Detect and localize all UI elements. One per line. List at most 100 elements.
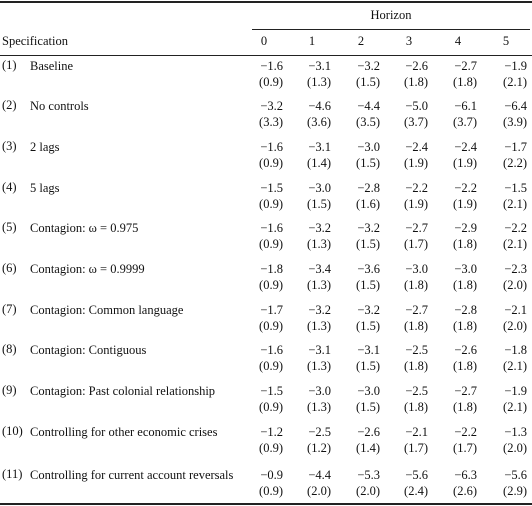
horizon-header: Horizon bbox=[370, 8, 412, 22]
estimate-cell: −3.1 bbox=[308, 140, 331, 154]
estimate-cell: −4.4 bbox=[357, 99, 380, 113]
row-number: (8) bbox=[2, 342, 17, 356]
estimate-cell: −1.6 bbox=[260, 59, 283, 73]
estimate-cell: −6.3 bbox=[454, 468, 477, 482]
estimate-cell: −2.5 bbox=[405, 343, 428, 357]
row-number: (10) bbox=[2, 424, 23, 438]
std-error-cell: (2.0) bbox=[356, 484, 380, 498]
estimate-cell: −3.2 bbox=[357, 59, 380, 73]
row-label: Controlling for current account reversal… bbox=[30, 468, 234, 482]
std-error-cell: (1.8) bbox=[453, 75, 477, 89]
specification-header: Specification bbox=[2, 34, 68, 48]
std-error-cell: (1.3) bbox=[307, 278, 331, 292]
std-error-cell: (2.0) bbox=[503, 319, 527, 333]
estimate-cell: −1.9 bbox=[504, 384, 527, 398]
estimate-cell: −1.6 bbox=[260, 343, 283, 357]
estimate-cell: −1.5 bbox=[504, 181, 527, 195]
estimate-cell: −2.1 bbox=[504, 303, 527, 317]
std-error-cell: (2.1) bbox=[503, 359, 527, 373]
std-error-cell: (1.3) bbox=[307, 237, 331, 251]
std-error-cell: (2.2) bbox=[503, 156, 527, 170]
estimate-cell: −2.2 bbox=[454, 425, 477, 439]
std-error-cell: (0.9) bbox=[259, 484, 283, 498]
estimate-cell: −3.0 bbox=[357, 384, 380, 398]
estimate-cell: −2.4 bbox=[405, 140, 428, 154]
estimate-cell: −5.6 bbox=[504, 468, 527, 482]
row-label: Contagion: ω = 0.9999 bbox=[30, 262, 145, 276]
std-error-cell: (2.0) bbox=[503, 278, 527, 292]
estimate-cell: −2.8 bbox=[454, 303, 477, 317]
std-error-cell: (1.9) bbox=[404, 156, 428, 170]
std-error-cell: (1.5) bbox=[356, 156, 380, 170]
estimate-cell: −3.4 bbox=[308, 262, 331, 276]
std-error-cell: (1.8) bbox=[404, 359, 428, 373]
std-error-cell: (1.4) bbox=[307, 156, 331, 170]
std-error-cell: (1.8) bbox=[453, 400, 477, 414]
std-error-cell: (0.9) bbox=[259, 237, 283, 251]
horizon-rule bbox=[252, 29, 530, 30]
std-error-cell: (3.7) bbox=[404, 115, 428, 129]
std-error-cell: (0.9) bbox=[259, 197, 283, 211]
estimate-cell: −5.6 bbox=[405, 468, 428, 482]
std-error-cell: (1.8) bbox=[404, 319, 428, 333]
estimate-cell: −3.1 bbox=[357, 343, 380, 357]
estimate-cell: −1.7 bbox=[260, 303, 283, 317]
estimate-cell: −1.8 bbox=[260, 262, 283, 276]
std-error-cell: (0.9) bbox=[259, 75, 283, 89]
std-error-cell: (1.5) bbox=[356, 278, 380, 292]
estimate-cell: −2.7 bbox=[454, 59, 477, 73]
estimate-cell: −2.6 bbox=[357, 425, 380, 439]
horizon-col-0: 0 bbox=[260, 34, 268, 48]
std-error-cell: (1.3) bbox=[307, 319, 331, 333]
std-error-cell: (3.3) bbox=[259, 115, 283, 129]
std-error-cell: (0.9) bbox=[259, 359, 283, 373]
estimate-cell: −4.6 bbox=[308, 99, 331, 113]
std-error-cell: (1.9) bbox=[404, 197, 428, 211]
std-error-cell: (0.9) bbox=[259, 400, 283, 414]
std-error-cell: (1.5) bbox=[356, 75, 380, 89]
std-error-cell: (2.1) bbox=[503, 400, 527, 414]
std-error-cell: (1.8) bbox=[453, 359, 477, 373]
estimate-cell: −2.6 bbox=[454, 343, 477, 357]
std-error-cell: (2.1) bbox=[503, 197, 527, 211]
row-label: 2 lags bbox=[30, 140, 60, 154]
estimate-cell: −0.9 bbox=[260, 468, 283, 482]
estimate-cell: −1.2 bbox=[260, 425, 283, 439]
std-error-cell: (3.6) bbox=[307, 115, 331, 129]
estimate-cell: −3.2 bbox=[357, 303, 380, 317]
std-error-cell: (0.9) bbox=[259, 156, 283, 170]
std-error-cell: (1.8) bbox=[453, 319, 477, 333]
std-error-cell: (1.6) bbox=[356, 197, 380, 211]
std-error-cell: (1.8) bbox=[404, 400, 428, 414]
std-error-cell: (2.9) bbox=[503, 484, 527, 498]
estimate-cell: −1.8 bbox=[504, 343, 527, 357]
estimate-cell: −3.2 bbox=[308, 221, 331, 235]
row-label: 5 lags bbox=[30, 181, 60, 195]
row-label: Contagion: Common language bbox=[30, 303, 184, 317]
std-error-cell: (2.1) bbox=[503, 75, 527, 89]
estimate-cell: −2.7 bbox=[454, 384, 477, 398]
horizon-col-5: 5 bbox=[502, 34, 510, 48]
std-error-cell: (3.7) bbox=[453, 115, 477, 129]
estimate-cell: −5.3 bbox=[357, 468, 380, 482]
table-top-rule bbox=[0, 1, 532, 3]
horizon-col-3: 3 bbox=[405, 34, 413, 48]
std-error-cell: (2.4) bbox=[404, 484, 428, 498]
estimate-cell: −2.6 bbox=[405, 59, 428, 73]
estimate-cell: −2.2 bbox=[405, 181, 428, 195]
horizon-col-2: 2 bbox=[357, 34, 365, 48]
estimate-cell: −6.4 bbox=[504, 99, 527, 113]
row-label: No controls bbox=[30, 99, 89, 113]
row-number: (7) bbox=[2, 302, 17, 316]
std-error-cell: (1.9) bbox=[453, 197, 477, 211]
row-label: Contagion: Past colonial relationship bbox=[30, 384, 216, 398]
row-label: Contagion: ω = 0.975 bbox=[30, 221, 139, 235]
std-error-cell: (2.1) bbox=[503, 237, 527, 251]
std-error-cell: (1.5) bbox=[356, 359, 380, 373]
estimate-cell: −3.1 bbox=[308, 59, 331, 73]
std-error-cell: (2.0) bbox=[503, 441, 527, 455]
row-number: (1) bbox=[2, 58, 17, 72]
estimate-cell: −3.2 bbox=[357, 221, 380, 235]
estimate-cell: −1.5 bbox=[260, 181, 283, 195]
estimate-cell: −3.2 bbox=[308, 303, 331, 317]
